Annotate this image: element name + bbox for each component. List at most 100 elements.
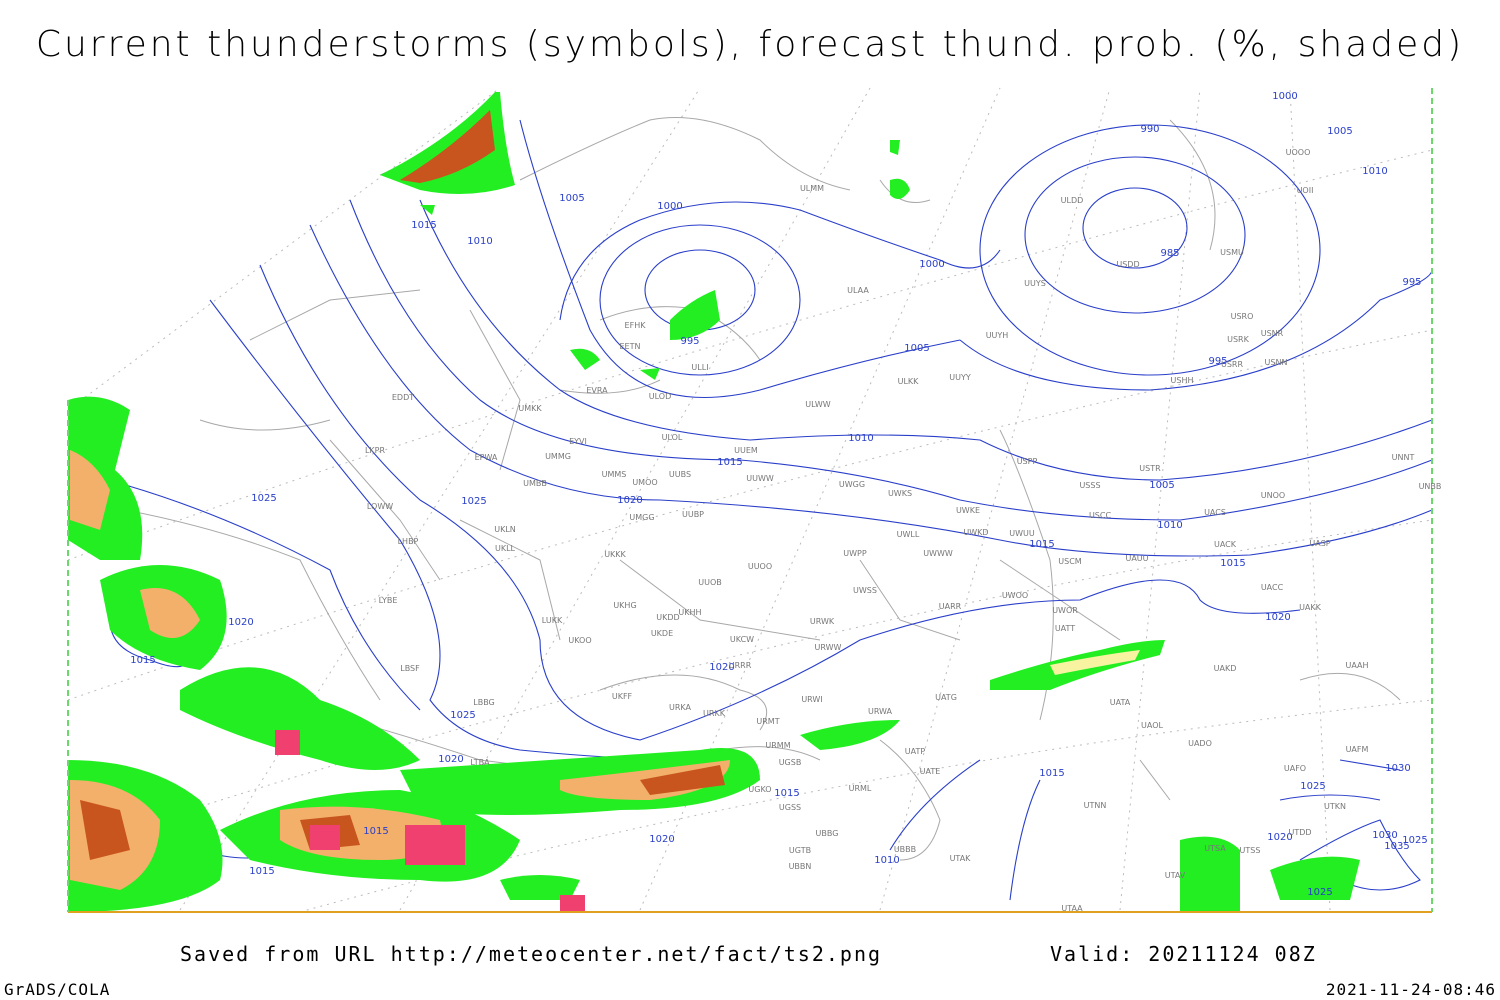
station-code: UUYS	[1024, 279, 1046, 288]
isobar-label: 995	[680, 336, 699, 347]
station-code: USSS	[1079, 481, 1100, 490]
station-code: LBBG	[473, 698, 495, 707]
isobar-label: 1020	[617, 495, 642, 506]
isobar-label: 985	[1160, 248, 1179, 259]
station-code: UUEM	[734, 446, 758, 455]
station-code: UUOO	[748, 562, 772, 571]
station-code: URML	[849, 784, 872, 793]
station-code: UKFF	[612, 692, 633, 701]
isobar-label: 1010	[1157, 520, 1182, 531]
station-code: UUOB	[698, 578, 722, 587]
station-code: UTNN	[1084, 801, 1107, 810]
station-code: URWI	[801, 695, 822, 704]
station-code: UATE	[920, 767, 941, 776]
station-code: UGTB	[789, 846, 811, 855]
station-code: UARR	[939, 602, 962, 611]
station-code: USNN	[1265, 358, 1288, 367]
isobar-label: 995	[1402, 277, 1421, 288]
station-code: LKPR	[365, 446, 386, 455]
isobar-label: 1015	[1039, 768, 1064, 779]
station-code: UWWW	[923, 549, 953, 558]
isobar-label: 1020	[709, 662, 734, 673]
station-code: UWOR	[1052, 606, 1078, 615]
source-note: Saved from URL http://meteocenter.net/fa…	[180, 942, 882, 966]
isobar-label: 1030	[1385, 763, 1410, 774]
station-code: UKHG	[613, 601, 636, 610]
station-code: URWA	[868, 707, 893, 716]
station-code: UACC	[1261, 583, 1284, 592]
isobar-label: 990	[1140, 124, 1159, 135]
isobar-label: 1015	[130, 655, 155, 666]
isobar-label: 1015	[249, 866, 274, 877]
station-code: URWW	[815, 643, 842, 652]
isobar-label: 1010	[848, 433, 873, 444]
station-code: USHH	[1171, 376, 1194, 385]
isobar-label: 1010	[467, 236, 492, 247]
station-code: UWPP	[843, 549, 867, 558]
station-code: UMKK	[518, 404, 542, 413]
station-code: UATA	[1110, 698, 1131, 707]
station-code: ULOD	[649, 392, 671, 401]
station-code: UWLL	[897, 530, 920, 539]
station-code: UTAK	[950, 854, 972, 863]
station-code: UATG	[935, 693, 957, 702]
isobar-label: 1005	[1327, 126, 1352, 137]
station-code: USCC	[1089, 511, 1112, 520]
station-code: UUBS	[669, 470, 691, 479]
station-code: EPWA	[475, 453, 498, 462]
station-code: UAFO	[1284, 764, 1306, 773]
isobar-label: 1035	[1384, 841, 1409, 852]
station-code: UAAH	[1345, 661, 1368, 670]
map-frame	[67, 88, 1433, 912]
station-code: UGSS	[779, 803, 801, 812]
station-code: UTAV	[1165, 871, 1186, 880]
station-code: UACS	[1204, 508, 1226, 517]
station-code: UAOL	[1141, 721, 1163, 730]
station-code: USNR	[1261, 329, 1284, 338]
isobar-label: 1025	[461, 496, 486, 507]
station-code: UATT	[1055, 624, 1075, 633]
station-code: USRO	[1231, 312, 1254, 321]
station-code: ULKK	[898, 377, 920, 386]
station-code: UMBB	[523, 479, 547, 488]
station-code: UKHH	[678, 608, 701, 617]
station-code: LOWW	[367, 502, 393, 511]
station-code: UACK	[1214, 540, 1237, 549]
station-code: UWKS	[888, 489, 912, 498]
station-code: UUWW	[746, 474, 774, 483]
station-code: USRK	[1227, 335, 1249, 344]
station-code: UKLL	[495, 544, 516, 553]
isobar-label: 1025	[450, 710, 475, 721]
isobar-label: 1000	[657, 201, 682, 212]
station-code: URKA	[669, 703, 692, 712]
isobar-label: 1030	[1372, 830, 1397, 841]
timestamp: 2021-11-24-08:46	[1326, 980, 1496, 999]
station-code: UKCW	[730, 635, 754, 644]
station-code: EDDT	[392, 393, 414, 402]
thunderstorm-probability	[68, 92, 1360, 912]
station-code: LBSF	[400, 664, 420, 673]
station-code: UAFM	[1346, 745, 1369, 754]
station-code: LYBE	[379, 596, 398, 605]
isobar-label: 995	[1208, 356, 1227, 367]
station-code: UBBB	[894, 845, 916, 854]
station-code: UNBB	[1419, 482, 1442, 491]
station-code: UWKD	[963, 528, 988, 537]
isobar-label: 1015	[411, 220, 436, 231]
station-code: UAKK	[1299, 603, 1322, 612]
station-code: EETN	[620, 342, 641, 351]
station-code: UTSS	[1240, 846, 1261, 855]
isobar-label: 1015	[363, 826, 388, 837]
station-code: UAKD	[1214, 664, 1237, 673]
station-code: UBBN	[789, 862, 812, 871]
station-code: UWSS	[853, 586, 877, 595]
station-code: EVRA	[586, 386, 608, 395]
station-code: USDD	[1116, 260, 1139, 269]
station-code: UMOO	[632, 478, 657, 487]
station-code: UTKN	[1324, 802, 1346, 811]
station-code: USPP	[1017, 457, 1038, 466]
station-code: UADO	[1188, 739, 1212, 748]
station-code: ULOL	[662, 433, 683, 442]
isobar-label: 1000	[919, 259, 944, 270]
